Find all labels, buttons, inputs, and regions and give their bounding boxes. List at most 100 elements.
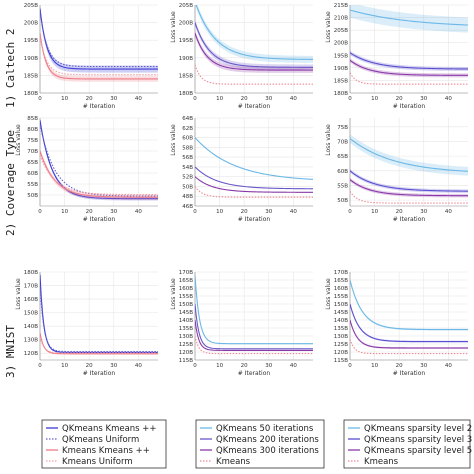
y-tick-label: 58B [182, 145, 193, 151]
series-line [40, 285, 158, 353]
x-axis-label: # Iteration [83, 216, 116, 223]
y-tick-label: 140B [334, 318, 348, 324]
y-tick-label: 210B [334, 16, 348, 22]
series-line [195, 303, 313, 350]
series-band [195, 5, 313, 63]
x-tick-label: 40 [290, 209, 297, 215]
x-tick-label: 40 [445, 363, 452, 369]
x-tick-label: 20 [241, 96, 248, 102]
x-tick-label: 30 [265, 363, 272, 369]
series-line [40, 155, 158, 196]
legend-label: QKmeans Kmeans ++ [62, 424, 157, 434]
x-tick-label: 40 [135, 209, 142, 215]
legend-label: Kmeans [216, 457, 251, 467]
chart-panel: 120B 130B 140B 150B 160B 170B 180B 0 10 20 30 40 # I… [15, 270, 158, 377]
y-tick-label: 160B [24, 297, 38, 303]
chart-panel: 50B 55B 60B 65B 70B 75B 0 10 20 30 40 # Iteration Lo… [325, 118, 468, 223]
x-tick-label: 10 [371, 363, 378, 369]
plot-area [350, 272, 468, 360]
x-tick-label: 10 [61, 96, 68, 102]
x-axis-label: # Iteration [393, 216, 426, 223]
series-line [350, 72, 468, 85]
y-tick-label: 185B [179, 73, 193, 79]
y-tick-label: 50B [182, 184, 193, 190]
legend-label: QKmeans sparsity level 2 [364, 424, 472, 434]
y-axis-label: Loss value [325, 11, 332, 43]
x-tick-label: 30 [420, 96, 427, 102]
plot-area [195, 5, 313, 93]
y-tick-label: 150B [24, 311, 38, 317]
y-tick-label: 180B [179, 91, 193, 97]
chart-panel: 46B 48B 50B 52B 54B 56B 58B 60B 62B 64B 0 10 20 30 40 #… [170, 116, 313, 223]
y-tick-label: 170B [24, 284, 38, 290]
series-line [350, 52, 468, 70]
x-axis-label: # Iteration [393, 370, 426, 377]
y-tick-label: 165B [334, 278, 348, 284]
y-tick-label: 130B [334, 334, 348, 340]
series-line [40, 150, 158, 198]
series-line [40, 332, 158, 355]
x-tick-label: 0 [193, 96, 197, 102]
x-tick-label: 0 [348, 363, 352, 369]
y-tick-label: 62B [182, 126, 193, 132]
x-tick-label: 30 [110, 363, 117, 369]
series-band [40, 30, 158, 82]
series-line [350, 9, 468, 26]
y-tick-label: 190B [24, 56, 38, 62]
legend-label: QKmeans sparsity level 3 [364, 435, 472, 445]
x-tick-label: 30 [110, 96, 117, 102]
y-tick-label: 115B [179, 358, 193, 364]
x-tick-label: 0 [38, 96, 42, 102]
series-line [350, 59, 468, 76]
x-tick-label: 40 [290, 96, 297, 102]
chart-panel: 115B 120B 125B 130B 135B 140B 145B 150B 155B 160B… [325, 270, 468, 377]
x-tick-label: 30 [265, 96, 272, 102]
y-tick-label: 130B [179, 334, 193, 340]
x-tick-label: 30 [110, 209, 117, 215]
y-tick-label: 180B [24, 91, 38, 97]
y-tick-label: 80B [27, 127, 38, 133]
x-tick-label: 0 [193, 363, 197, 369]
x-tick-label: 20 [241, 209, 248, 215]
y-tick-label: 56B [182, 155, 193, 161]
y-axis-label: Loss value [15, 124, 22, 156]
x-axis-label: # Iteration [83, 103, 116, 110]
y-tick-label: 170B [179, 270, 193, 276]
series-line [40, 11, 158, 68]
series-line [40, 36, 158, 76]
series-band [40, 5, 158, 73]
series-line [195, 166, 313, 190]
y-tick-label: 54B [182, 165, 193, 171]
y-tick-label: 185B [24, 73, 38, 79]
y-axis-label: Loss value [170, 124, 177, 156]
x-tick-label: 10 [216, 363, 223, 369]
x-tick-label: 10 [61, 363, 68, 369]
series-band [350, 134, 468, 176]
x-tick-label: 10 [371, 96, 378, 102]
series-line [195, 22, 313, 68]
series-line [195, 176, 313, 193]
series-line [40, 8, 158, 70]
y-axis-label: Loss value [325, 124, 332, 156]
x-axis-label: # Iteration [238, 216, 271, 223]
x-tick-label: 20 [396, 96, 403, 102]
legend-label: Kmeans Uniform [62, 457, 133, 467]
y-tick-label: 48B [182, 194, 193, 200]
y-tick-label: 75B [27, 138, 38, 144]
y-tick-label: 70B [337, 139, 348, 145]
y-tick-label: 155B [334, 294, 348, 300]
x-tick-label: 0 [38, 363, 42, 369]
y-tick-label: 50B [27, 193, 38, 199]
legend-label: QKmeans sparsity level 5 [364, 446, 472, 456]
x-tick-label: 30 [265, 209, 272, 215]
y-tick-label: 50B [337, 198, 348, 204]
x-tick-label: 20 [86, 209, 93, 215]
y-tick-label: 190B [334, 66, 348, 72]
x-axis-label: # Iteration [393, 103, 426, 110]
y-tick-label: 200B [334, 41, 348, 47]
row-label-coverage: 2) Coverage Type [4, 130, 17, 236]
y-tick-label: 150B [179, 302, 193, 308]
